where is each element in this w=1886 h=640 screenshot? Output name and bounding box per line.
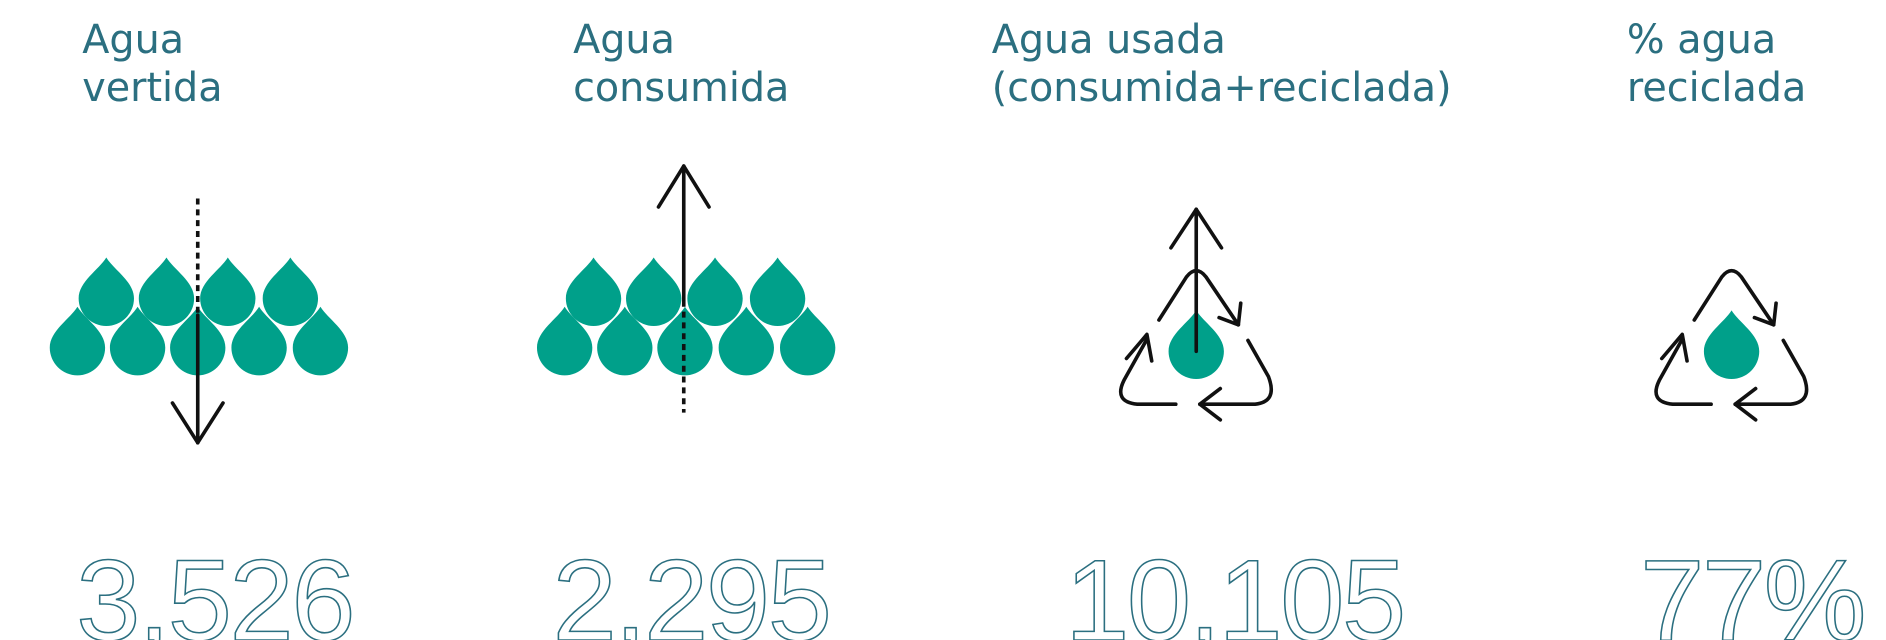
title-line: Agua usada <box>992 17 1226 63</box>
drop <box>49 306 106 376</box>
item-value: 3,526 <box>76 536 353 640</box>
title-line: reciclada <box>1627 65 1806 111</box>
item-value: 77% <box>1640 536 1864 640</box>
title-line: % agua <box>1627 17 1776 63</box>
drop <box>536 306 593 376</box>
drop <box>262 257 319 327</box>
title-line: vertida <box>82 65 222 111</box>
recycle-arrow <box>1198 338 1273 407</box>
drop <box>200 257 256 327</box>
drop <box>749 257 806 327</box>
arrow-head <box>1198 386 1223 422</box>
icons <box>49 164 1809 445</box>
drop <box>687 257 743 327</box>
recycle-arrow <box>1654 337 1713 407</box>
title-line: consumida <box>573 65 789 111</box>
drop <box>78 257 134 327</box>
arrow-head <box>1752 301 1778 327</box>
recycle-icon <box>1119 268 1273 422</box>
item-title: % agua reciclada <box>1627 17 1806 111</box>
drops-consumida <box>536 257 836 376</box>
recycle-arrow <box>1119 337 1178 407</box>
arrow-head <box>170 401 225 445</box>
drop <box>109 306 166 376</box>
arrow-head <box>1659 332 1689 363</box>
arrow-head <box>656 164 711 209</box>
drop <box>779 306 836 376</box>
item-title: Agua consumida <box>573 17 789 111</box>
drop <box>138 257 195 327</box>
item-value: 10,105 <box>1065 536 1404 640</box>
drop <box>657 306 713 376</box>
drop <box>565 257 622 327</box>
recycle-arrow <box>1733 338 1809 407</box>
title-line: Agua <box>82 17 184 63</box>
arrow-head <box>1733 386 1758 422</box>
drop <box>292 306 349 376</box>
title-line: (consumida+reciclada) <box>992 65 1452 111</box>
item-title: Agua vertida <box>82 17 222 111</box>
arrow-head <box>1124 332 1154 363</box>
item-title: Agua usada (consumida+reciclada) <box>992 17 1452 111</box>
drop <box>718 306 774 376</box>
recycle-icon <box>1654 268 1809 422</box>
arrow-head <box>1169 207 1224 250</box>
drop <box>626 257 682 327</box>
drop <box>1703 310 1760 379</box>
item-value: 2,295 <box>553 536 830 640</box>
title-line: Agua <box>573 17 675 63</box>
arrow-head <box>1217 301 1243 327</box>
drop <box>231 306 287 376</box>
recycle-arrow <box>1692 268 1776 327</box>
drop <box>597 306 653 376</box>
